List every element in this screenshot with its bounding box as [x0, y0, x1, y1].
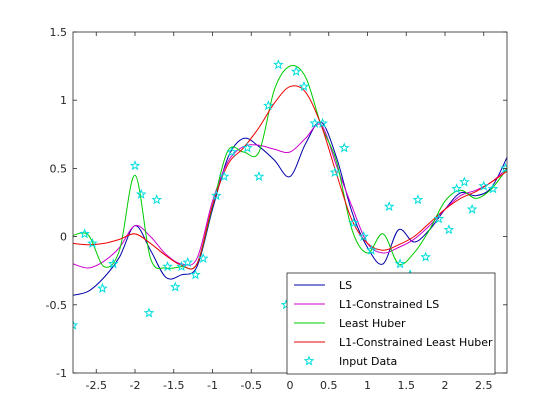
scatter-layer [73, 59, 507, 330]
data-point-45 [500, 162, 507, 173]
data-point-41 [459, 176, 470, 187]
data-point-18 [226, 146, 238, 157]
legend-label-5: Input Data [339, 355, 397, 368]
x-tick-label: -0.5 [241, 379, 262, 392]
y-tick-label: -0.5 [46, 299, 67, 312]
data-point-22 [273, 59, 284, 70]
data-point-8 [143, 307, 155, 318]
legend: LS L1-Constrained LS Least Huber L1-Constra… [286, 272, 496, 375]
data-point-5 [107, 258, 119, 269]
data-point-9 [151, 194, 163, 205]
data-point-31 [358, 231, 369, 242]
data-point-36 [412, 194, 424, 205]
data-point-32 [366, 244, 377, 255]
data-point-40 [451, 183, 462, 194]
data-point-12 [176, 261, 187, 272]
data-point-44 [487, 183, 499, 194]
data-point-42 [466, 203, 478, 214]
data-point-16 [211, 190, 222, 201]
x-tick-label: -2.5 [86, 379, 107, 392]
x-tick-label: 1.5 [398, 379, 416, 392]
data-point-3 [87, 237, 98, 248]
data-point-4 [97, 282, 108, 293]
legend-label-2: L1-Constrained LS [339, 298, 439, 311]
data-point-39 [443, 224, 455, 235]
data-point-2 [79, 228, 90, 239]
legend-label-3: Least Huber [339, 317, 406, 330]
y-tick-label: 0.5 [50, 162, 68, 175]
data-point-30 [348, 217, 359, 228]
x-tick-label: 1 [364, 379, 371, 392]
data-point-13 [182, 256, 194, 268]
x-tick-label: 0 [287, 379, 294, 392]
data-point-11 [169, 281, 181, 292]
data-point-27 [317, 117, 328, 128]
data-point-28 [329, 166, 341, 178]
series-line-3 [73, 65, 507, 270]
x-tick-label: -1 [207, 379, 218, 392]
legend-label-1: LS [339, 279, 352, 292]
data-point-15 [197, 252, 209, 263]
x-tick-label: 0.5 [320, 379, 338, 392]
data-point-24 [290, 65, 302, 77]
y-tick-label: 0 [60, 231, 67, 244]
data-point-21 [262, 100, 274, 111]
data-point-19 [242, 142, 253, 153]
x-tick-label: 2.5 [475, 379, 493, 392]
data-point-6 [129, 160, 141, 171]
data-point-33 [383, 200, 395, 212]
axes-layer: -2.5 -2 -1.5 -1 -0.5 0 0.5 1 1.5 2 2.5 -1 -0.5 0 0.5 1 1… [46, 26, 508, 392]
legend-swatch-5 [303, 355, 315, 366]
data-point-7 [135, 188, 147, 199]
data-point-29 [338, 142, 350, 153]
data-point-10 [162, 261, 173, 272]
y-tick-label: 1 [60, 94, 67, 107]
data-point-14 [190, 269, 201, 280]
x-tick-label: 2 [442, 379, 449, 392]
x-tick-label: -1.5 [163, 379, 184, 392]
data-point-20 [253, 170, 265, 182]
data-point-37 [420, 251, 431, 262]
series-layer [73, 65, 507, 296]
data-point-17 [218, 170, 230, 182]
x-tick-label: -2 [130, 379, 141, 392]
y-tick-label: 1.5 [50, 26, 68, 39]
data-point-34 [394, 258, 406, 269]
y-tick-label: -1 [56, 367, 67, 380]
legend-label-4: L1-Constrained Least Huber [339, 336, 493, 349]
data-point-1 [73, 319, 79, 330]
data-point-43 [478, 180, 490, 191]
series-line-4 [73, 85, 507, 270]
data-point-25 [298, 80, 310, 92]
series-line-1 [73, 121, 507, 296]
data-point-38 [433, 213, 445, 224]
